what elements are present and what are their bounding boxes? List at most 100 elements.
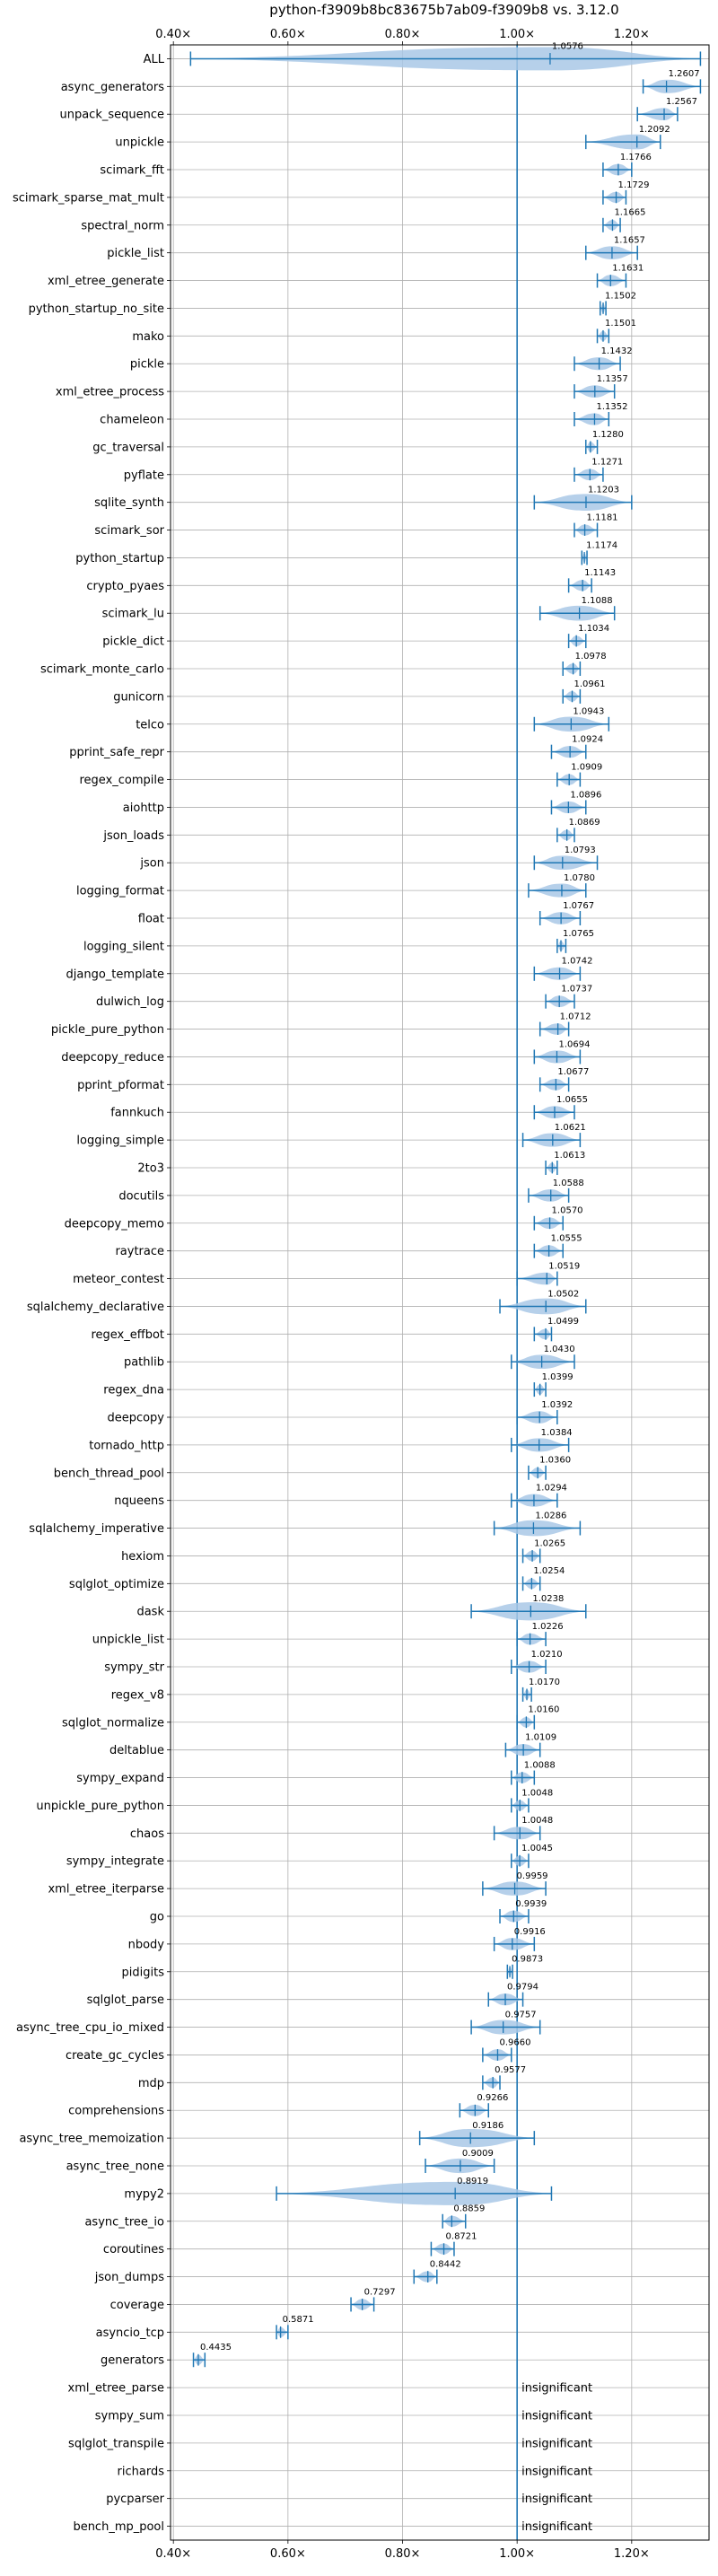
value-annotation: 1.1432 bbox=[601, 346, 633, 356]
x-tick-label-bottom: 0.80× bbox=[385, 2547, 421, 2561]
value-annotation: 1.0555 bbox=[551, 1234, 582, 1244]
insignificant-label: insignificant bbox=[521, 2493, 592, 2506]
y-tick-label: scimark_sor bbox=[94, 524, 164, 538]
y-tick-label: async_tree_cpu_io_mixed bbox=[16, 2021, 164, 2035]
value-annotation: 1.0384 bbox=[541, 1428, 573, 1438]
value-annotation: 1.0286 bbox=[535, 1511, 566, 1520]
y-tick-label: go bbox=[150, 1911, 164, 1924]
value-annotation: 1.0767 bbox=[563, 901, 594, 911]
y-tick-label: dulwich_log bbox=[96, 995, 164, 1009]
y-tick-label: unpickle_pure_python bbox=[36, 1800, 164, 1813]
y-tick-label: xml_etree_generate bbox=[48, 275, 164, 288]
y-tick-label: fannkuch bbox=[110, 1107, 164, 1120]
value-annotation: 1.0254 bbox=[533, 1566, 565, 1576]
y-tick-label: docutils bbox=[118, 1189, 164, 1203]
value-annotation: 1.0210 bbox=[531, 1650, 563, 1660]
y-tick-label: chaos bbox=[130, 1827, 164, 1841]
value-annotation: 1.0909 bbox=[571, 762, 602, 772]
y-tick-label: aiohttp bbox=[123, 802, 164, 815]
y-tick-label: xml_etree_parse bbox=[68, 2382, 164, 2396]
value-annotation: 0.9660 bbox=[499, 2037, 530, 2047]
y-tick-label: comprehensions bbox=[68, 2105, 164, 2118]
value-annotation: 1.0793 bbox=[565, 846, 596, 855]
y-tick-label: async_tree_io bbox=[84, 2215, 164, 2229]
value-annotation: 1.0360 bbox=[539, 1456, 571, 1466]
y-tick-label: spectral_norm bbox=[81, 219, 164, 232]
y-tick-label: json bbox=[139, 857, 164, 871]
value-annotation: 0.9577 bbox=[495, 2065, 526, 2075]
value-annotation: 1.1174 bbox=[586, 540, 617, 550]
y-tick-label: sqlglot_normalize bbox=[62, 1716, 164, 1730]
insignificant-label: insignificant bbox=[521, 2410, 592, 2423]
value-annotation: 1.0712 bbox=[560, 1012, 591, 1021]
insignificant-label: insignificant bbox=[521, 2465, 592, 2478]
y-tick-label: bench_mp_pool bbox=[73, 2520, 164, 2534]
y-tick-label: chameleon bbox=[100, 414, 164, 427]
x-tick-label-bottom: 1.00× bbox=[499, 2547, 535, 2561]
value-annotation: 1.0613 bbox=[554, 1151, 585, 1161]
y-tick-label: pickle_list bbox=[107, 247, 164, 260]
value-annotation: 1.0742 bbox=[562, 957, 593, 967]
y-tick-label: logging_simple bbox=[76, 1135, 164, 1148]
y-tick-label: python_startup bbox=[75, 552, 164, 565]
y-tick-label: crypto_pyaes bbox=[86, 580, 164, 593]
insignificant-label: insignificant bbox=[521, 2382, 592, 2396]
y-tick-label: asyncio_tcp bbox=[96, 2326, 164, 2340]
y-tick-label: nqueens bbox=[114, 1494, 164, 1508]
y-tick-label: regex_dna bbox=[103, 1384, 164, 1398]
x-tick-label-top: 1.00× bbox=[499, 28, 535, 41]
y-tick-label: sqlglot_parse bbox=[87, 1993, 164, 2007]
y-tick-label: mako bbox=[132, 330, 164, 344]
y-tick-label: sqlalchemy_declarative bbox=[27, 1301, 164, 1314]
value-annotation: 1.0519 bbox=[548, 1261, 580, 1271]
value-annotation: 1.0399 bbox=[542, 1372, 574, 1382]
value-annotation: 0.9186 bbox=[472, 2121, 503, 2131]
x-tick-label-top: 0.40× bbox=[155, 28, 191, 41]
plot-frame bbox=[170, 44, 710, 2541]
value-annotation: 1.0677 bbox=[557, 1067, 589, 1077]
y-tick-label: logging_silent bbox=[83, 940, 164, 953]
value-annotation: 0.8721 bbox=[446, 2232, 477, 2242]
y-tick-label: generators bbox=[101, 2354, 164, 2368]
y-tick-label: meteor_contest bbox=[73, 1273, 164, 1286]
value-annotation: 1.0499 bbox=[547, 1317, 579, 1327]
value-annotation: 0.9959 bbox=[517, 1871, 548, 1881]
y-tick-label: richards bbox=[118, 2465, 165, 2478]
y-tick-label: nbody bbox=[128, 1938, 165, 1951]
y-tick-label: async_generators bbox=[61, 81, 165, 94]
value-annotation: 1.0961 bbox=[574, 679, 606, 689]
y-tick-label: coverage bbox=[110, 2299, 164, 2312]
value-annotation: 0.9873 bbox=[512, 1955, 543, 1965]
value-annotation: 1.0502 bbox=[547, 1289, 579, 1299]
y-tick-label: sympy_expand bbox=[76, 1772, 164, 1785]
y-tick-label: 2to3 bbox=[137, 1162, 164, 1176]
y-tick-label: pickle bbox=[130, 358, 164, 372]
y-tick-label: json_dumps bbox=[94, 2271, 164, 2284]
value-annotation: 1.1271 bbox=[591, 458, 623, 468]
y-tick-label: pathlib bbox=[124, 1356, 164, 1370]
insignificant-label: insignificant bbox=[521, 2520, 592, 2534]
y-tick-label: sqlite_synth bbox=[94, 496, 164, 510]
value-annotation: 0.8442 bbox=[430, 2259, 461, 2269]
value-annotation: 1.0621 bbox=[555, 1123, 586, 1133]
value-annotation: 1.1631 bbox=[612, 263, 644, 273]
y-tick-label: sqlalchemy_imperative bbox=[29, 1522, 164, 1536]
y-tick-label: xml_etree_iterparse bbox=[48, 1883, 164, 1897]
value-annotation: 0.8919 bbox=[457, 2177, 488, 2186]
y-tick-label: coroutines bbox=[103, 2243, 164, 2256]
x-tick-label-bottom: 0.40× bbox=[155, 2547, 191, 2561]
value-annotation: 1.1766 bbox=[620, 153, 652, 162]
y-tick-label: tornado_http bbox=[89, 1439, 164, 1452]
y-tick-label: ALL bbox=[144, 53, 165, 66]
value-annotation: 1.1657 bbox=[614, 236, 645, 246]
y-tick-label: pprint_safe_repr bbox=[69, 746, 164, 759]
y-tick-label: xml_etree_process bbox=[56, 386, 164, 399]
value-annotation: 1.0588 bbox=[553, 1178, 584, 1188]
y-tick-label: deepcopy_reduce bbox=[61, 1051, 164, 1065]
value-annotation: 1.1034 bbox=[578, 624, 609, 634]
value-annotation: 1.0869 bbox=[569, 818, 600, 828]
y-tick-label: bench_thread_pool bbox=[54, 1467, 164, 1480]
value-annotation: 1.0294 bbox=[536, 1484, 567, 1494]
value-annotation: 1.2092 bbox=[639, 125, 670, 135]
